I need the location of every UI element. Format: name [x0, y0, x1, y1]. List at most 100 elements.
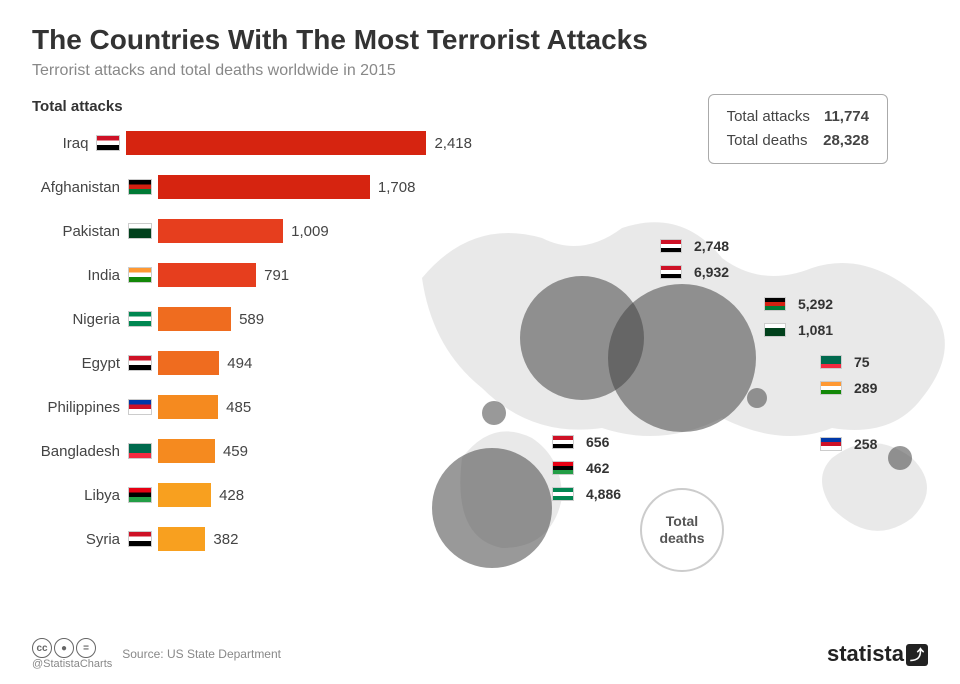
death-bubble — [432, 448, 552, 568]
flag-icon — [552, 487, 574, 501]
death-bubble — [482, 401, 506, 425]
map-callout: 1,081 — [764, 322, 833, 338]
flag-icon — [660, 265, 682, 279]
callout-value: 462 — [586, 460, 609, 476]
death-bubble — [608, 284, 756, 432]
bar-row: Iraq 2,418 — [32, 125, 472, 161]
callout-value: 5,292 — [798, 296, 833, 312]
bar-value: 2,418 — [434, 135, 472, 152]
bar-fill — [158, 175, 370, 199]
callout-value: 75 — [854, 354, 870, 370]
bar-fill — [158, 307, 231, 331]
flag-icon — [128, 179, 152, 195]
totals-deaths-value: 28,328 — [823, 129, 869, 153]
statista-logo: statista⤴ — [827, 641, 928, 667]
bar-value: 382 — [213, 531, 238, 548]
flag-icon — [128, 223, 152, 239]
flag-icon — [820, 355, 842, 369]
callout-value: 289 — [854, 380, 877, 396]
by-icon: ● — [54, 638, 74, 658]
flag-icon — [128, 443, 152, 459]
death-bubble — [888, 446, 912, 470]
logo-mark: ⤴ — [906, 644, 928, 666]
twitter-handle: @StatistaCharts — [32, 658, 112, 670]
map-callout: 289 — [820, 380, 877, 396]
cc-icon: cc — [32, 638, 52, 658]
flag-icon — [128, 267, 152, 283]
footer: cc ● = @StatistaCharts Source: US State … — [32, 638, 928, 670]
bar-fill — [158, 263, 256, 287]
bar-country-label: Iraq — [32, 135, 96, 152]
bar-country-label: Egypt — [32, 355, 128, 372]
page-subtitle: Terrorist attacks and total deaths world… — [32, 62, 928, 80]
bar-country-label: Libya — [32, 487, 128, 504]
flag-icon — [552, 461, 574, 475]
map-area: Total deaths 2,748 6,932 5,292 1,081 75 289 25… — [402, 158, 960, 578]
nd-icon: = — [76, 638, 96, 658]
map-callout: 462 — [552, 460, 609, 476]
totals-deaths-label: Total deaths — [727, 129, 808, 153]
flag-icon — [820, 437, 842, 451]
callout-value: 4,886 — [586, 486, 621, 502]
footer-left: cc ● = @StatistaCharts Source: US State … — [32, 638, 281, 670]
bar-fill — [158, 483, 211, 507]
flag-icon — [128, 531, 152, 547]
bar-country-label: Nigeria — [32, 311, 128, 328]
content-area: Total attacks Iraq2,418Afghanistan1,708P… — [32, 98, 928, 618]
map-callout: 5,292 — [764, 296, 833, 312]
bar-country-label: Philippines — [32, 399, 128, 416]
map-callout: 2,748 — [660, 238, 729, 254]
bar-country-label: Syria — [32, 531, 128, 548]
callout-value: 6,932 — [694, 264, 729, 280]
flag-icon — [96, 135, 120, 151]
flag-icon — [764, 297, 786, 311]
bar-value: 1,009 — [291, 223, 329, 240]
bar-value: 485 — [226, 399, 251, 416]
bar-fill — [158, 351, 219, 375]
totals-attacks-value: 11,774 — [824, 105, 869, 129]
flag-icon — [128, 487, 152, 503]
death-bubble — [747, 388, 767, 408]
callout-value: 2,748 — [694, 238, 729, 254]
flag-icon — [820, 381, 842, 395]
page-title: The Countries With The Most Terrorist At… — [32, 24, 928, 56]
bar-value: 589 — [239, 311, 264, 328]
map-callout: 4,886 — [552, 486, 621, 502]
bar-country-label: Bangladesh — [32, 443, 128, 460]
bar-country-label: India — [32, 267, 128, 284]
bar-fill — [158, 439, 215, 463]
flag-icon — [128, 311, 152, 327]
bar-value: 428 — [219, 487, 244, 504]
totals-box: Total attacks 11,774 Total deaths 28,328 — [708, 94, 888, 164]
bar-value: 459 — [223, 443, 248, 460]
callout-value: 656 — [586, 434, 609, 450]
bar-fill — [158, 527, 205, 551]
bar-fill — [158, 395, 218, 419]
bar-value: 494 — [227, 355, 252, 372]
cc-icons: cc ● = — [32, 638, 112, 658]
cc-block: cc ● = @StatistaCharts — [32, 638, 112, 670]
bar-country-label: Pakistan — [32, 223, 128, 240]
flag-icon — [764, 323, 786, 337]
bar-fill — [158, 219, 283, 243]
map-callout: 75 — [820, 354, 870, 370]
totals-attacks-row: Total attacks 11,774 — [727, 105, 869, 129]
bar-country-label: Afghanistan — [32, 179, 128, 196]
map-callout: 258 — [820, 436, 877, 452]
map-callout: 656 — [552, 434, 609, 450]
flag-icon — [128, 355, 152, 371]
flag-icon — [552, 435, 574, 449]
totals-attacks-label: Total attacks — [727, 105, 810, 129]
callout-value: 1,081 — [798, 322, 833, 338]
infographic-root: The Countries With The Most Terrorist At… — [0, 0, 960, 684]
totals-deaths-row: Total deaths 28,328 — [727, 129, 869, 153]
bar-fill — [126, 131, 426, 155]
callout-value: 258 — [854, 436, 877, 452]
flag-icon — [660, 239, 682, 253]
map-callout: 6,932 — [660, 264, 729, 280]
bar-track: 2,418 — [126, 131, 472, 155]
bar-value: 791 — [264, 267, 289, 284]
source-text: Source: US State Department — [122, 647, 281, 661]
flag-icon — [128, 399, 152, 415]
deaths-bubble-label: Total deaths — [640, 488, 724, 572]
